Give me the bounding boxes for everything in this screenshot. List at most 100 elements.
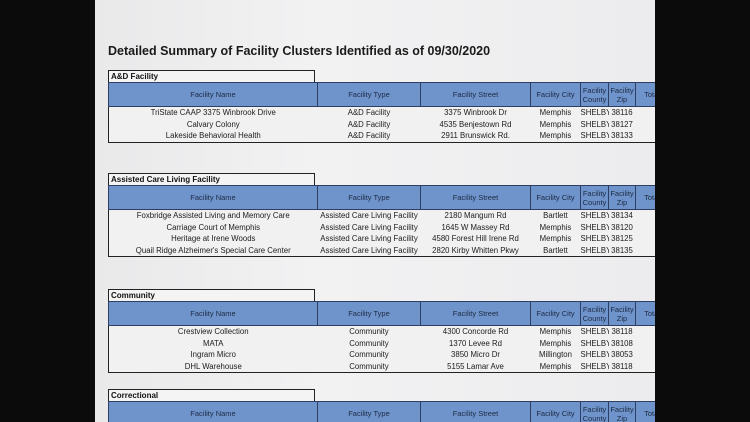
table-cell — [635, 244, 655, 257]
table-cell: Community — [317, 360, 421, 373]
column-header: Facility Street — [420, 301, 531, 326]
table-cell: 3850 Micro Dr — [420, 349, 531, 361]
table-cell: 4300 Concorde Rd — [420, 325, 531, 338]
table-cell — [635, 233, 655, 245]
table-row: Foxbridge Assisted Living and Memory Car… — [108, 209, 655, 222]
header-row: Facility Name Facility Type Facility Stree… — [108, 401, 655, 422]
table-row: Crestview Collection Community 4300 Concor… — [108, 325, 655, 338]
column-header: Facility Zip — [608, 82, 636, 107]
section-label: Assisted Care Living Facility — [108, 173, 315, 185]
header-row: Facility Name Facility Type Facility Stree… — [108, 82, 655, 107]
table-cell: 38120 — [608, 221, 636, 233]
table-cell: Memphis — [530, 360, 581, 373]
table-cell: SHELBY — [580, 130, 609, 142]
table-cell: Bartlett — [530, 209, 581, 222]
section-label: Community — [108, 289, 315, 301]
table-cell: 3375 Winbrook Dr — [420, 106, 531, 119]
column-header: Facility Street — [420, 401, 531, 422]
column-header: Facility County — [580, 82, 609, 107]
column-header: Facility City — [530, 185, 581, 210]
table-cell: A&D Facility — [317, 118, 421, 130]
table-cell: SHELBY — [580, 106, 609, 119]
table-cell: 38127 — [608, 118, 636, 130]
facility-table: Facility Name Facility Type Facility Stree… — [108, 301, 655, 373]
table-cell: 4535 Benjestown Rd — [420, 118, 531, 130]
table-cell: 38116 — [608, 106, 636, 119]
column-header: Facility Name — [108, 185, 318, 210]
table-cell: Community — [317, 349, 421, 361]
facility-table: Facility Name Facility Type Facility Stree… — [108, 401, 655, 422]
table-cell: 38118 — [608, 360, 636, 373]
column-header: Facility Name — [108, 82, 318, 107]
column-header: Facility City — [530, 301, 581, 326]
table-cell: 1645 W Massey Rd — [420, 221, 531, 233]
document-title: Detailed Summary of Facility Clusters Id… — [108, 44, 491, 58]
table-cell: Community — [317, 337, 421, 349]
table-cell: Memphis — [530, 325, 581, 338]
table-cell: A&D Facility — [317, 130, 421, 142]
table-cell: Assisted Care Living Facility — [317, 221, 421, 233]
column-header: Facility City — [530, 82, 581, 107]
table-cell: Lakeside Behavioral Health — [108, 130, 318, 142]
table-cell: 38118 — [608, 325, 636, 338]
document-page: Detailed Summary of Facility Clusters Id… — [95, 0, 655, 422]
table-cell — [635, 209, 655, 222]
column-header: Facility Type — [317, 82, 421, 107]
table-cell: Bartlett — [530, 244, 581, 257]
table-cell: DHL Warehouse — [108, 360, 318, 373]
column-header: Total — [635, 401, 655, 422]
table-row: Calvary Colony A&D Facility 4535 Benjestow… — [108, 118, 655, 130]
table-cell: SHELBY — [580, 209, 609, 222]
table-cell — [635, 325, 655, 338]
table-cell: Memphis — [530, 106, 581, 119]
table-cell: SHELBY — [580, 221, 609, 233]
section-label: A&D Facility — [108, 70, 315, 82]
table-row: Ingram Micro Community 3850 Micro Dr Millin… — [108, 349, 655, 361]
column-header: Facility Street — [420, 82, 531, 107]
column-header: Total — [635, 82, 655, 107]
table-cell — [635, 337, 655, 349]
table-cell: 38108 — [608, 337, 636, 349]
column-header: Facility Type — [317, 301, 421, 326]
table-cell: 2180 Mangum Rd — [420, 209, 531, 222]
table-cell: 5155 Lamar Ave — [420, 360, 531, 373]
table-cell: SHELBY — [580, 233, 609, 245]
table-cell — [635, 360, 655, 373]
facility-table: Facility Name Facility Type Facility Stree… — [108, 82, 655, 143]
table-cell: 38135 — [608, 244, 636, 257]
table-cell: Memphis — [530, 118, 581, 130]
table-cell: SHELBY — [580, 349, 609, 361]
column-header: Facility Zip — [608, 301, 636, 326]
table-row: Heritage at Irene Woods Assisted Care Liv… — [108, 233, 655, 245]
table-row: DHL Warehouse Community 5155 Lamar Ave Memp… — [108, 360, 655, 373]
table-cell: SHELBY — [580, 337, 609, 349]
table-cell: 38133 — [608, 130, 636, 142]
section-label: Correctional — [108, 389, 315, 401]
column-header: Facility City — [530, 401, 581, 422]
table-cell: SHELBY — [580, 244, 609, 257]
table-cell — [635, 349, 655, 361]
column-header: Facility Zip — [608, 185, 636, 210]
table-cell: 38134 — [608, 209, 636, 222]
table-row: Quail Ridge Alzheimer's Special Care Cen… — [108, 244, 655, 257]
table-cell — [635, 130, 655, 142]
column-header: Facility Street — [420, 185, 531, 210]
table-cell: 38053 — [608, 349, 636, 361]
table-cell: TriState CAAP 3375 Winbrook Drive — [108, 106, 318, 119]
column-header: Facility Name — [108, 301, 318, 326]
column-header: Facility County — [580, 185, 609, 210]
table-cell: Assisted Care Living Facility — [317, 209, 421, 222]
table-cell: Quail Ridge Alzheimer's Special Care Cen… — [108, 244, 318, 257]
table-row: Carriage Court of Memphis Assisted Care L… — [108, 221, 655, 233]
column-header: Total — [635, 185, 655, 210]
column-header: Facility Name — [108, 401, 318, 422]
table-cell: 2820 Kirby Whitten Pkwy — [420, 244, 531, 257]
table-cell: MATA — [108, 337, 318, 349]
header-row: Facility Name Facility Type Facility Stree… — [108, 185, 655, 210]
table-cell: Assisted Care Living Facility — [317, 233, 421, 245]
table-cell: 2911 Brunswick Rd. — [420, 130, 531, 142]
table-cell: SHELBY — [580, 325, 609, 338]
table-row: TriState CAAP 3375 Winbrook Drive A&D Fac… — [108, 106, 655, 119]
table-row: MATA Community 1370 Levee Rd Memphis SHELBY 3… — [108, 337, 655, 349]
table-cell: Memphis — [530, 130, 581, 142]
